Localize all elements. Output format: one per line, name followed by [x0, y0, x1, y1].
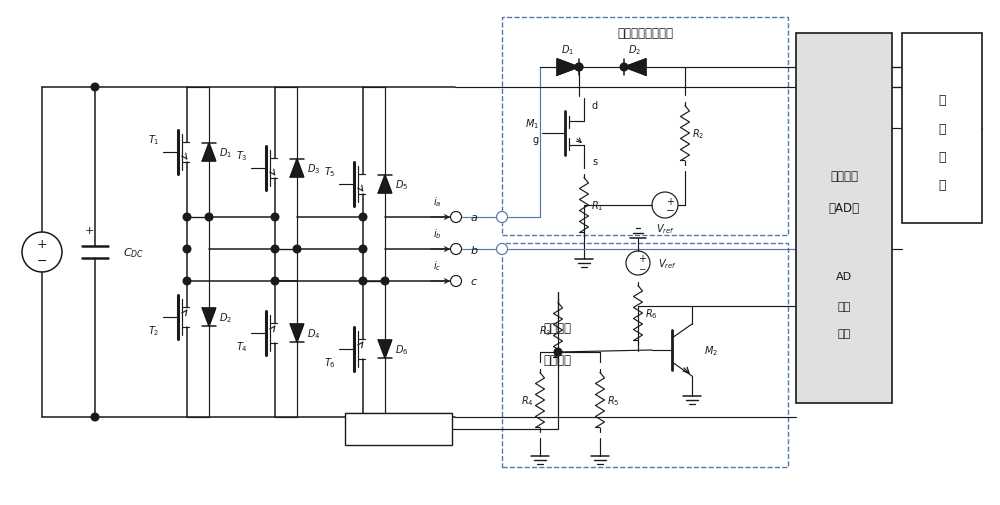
- Text: $D_3$: $D_3$: [307, 162, 320, 176]
- Text: +: +: [84, 226, 94, 235]
- Text: 模数转换: 模数转换: [830, 170, 858, 183]
- Text: +: +: [37, 238, 47, 251]
- Text: s: s: [592, 157, 597, 167]
- Circle shape: [271, 214, 279, 221]
- Text: $D_2$: $D_2$: [219, 311, 232, 324]
- Circle shape: [554, 348, 562, 356]
- Text: $a$: $a$: [470, 213, 478, 223]
- Polygon shape: [290, 324, 304, 342]
- Circle shape: [450, 212, 462, 223]
- Text: （AD）: （AD）: [828, 202, 860, 215]
- Text: $R_1$: $R_1$: [591, 198, 603, 213]
- Text: 电: 电: [938, 150, 946, 163]
- Text: $T_6$: $T_6$: [324, 356, 336, 369]
- Text: d: d: [592, 101, 598, 111]
- FancyBboxPatch shape: [502, 18, 788, 235]
- Circle shape: [205, 214, 213, 221]
- Text: 压: 压: [938, 178, 946, 191]
- Circle shape: [91, 84, 99, 91]
- Polygon shape: [202, 309, 216, 326]
- Text: 电流过零: 电流过零: [543, 321, 571, 334]
- Circle shape: [91, 414, 99, 421]
- Text: $i_c$: $i_c$: [433, 259, 441, 273]
- Circle shape: [575, 64, 583, 72]
- Circle shape: [496, 244, 508, 255]
- Text: +: +: [666, 196, 674, 207]
- Text: 电流传感器: 电流传感器: [382, 424, 415, 434]
- Text: 膝: 膝: [938, 94, 946, 107]
- Text: −: −: [638, 264, 646, 273]
- Circle shape: [271, 246, 279, 254]
- Text: $D_2$: $D_2$: [628, 43, 642, 57]
- Text: $R_6$: $R_6$: [645, 307, 657, 320]
- Text: $R_3$: $R_3$: [539, 324, 551, 337]
- Text: $T_1$: $T_1$: [148, 133, 160, 146]
- Polygon shape: [557, 60, 579, 76]
- Polygon shape: [624, 60, 646, 76]
- Text: 触发: 触发: [837, 328, 851, 338]
- Text: 使能: 使能: [837, 301, 851, 312]
- Polygon shape: [202, 144, 216, 162]
- Text: $M_2$: $M_2$: [704, 343, 718, 357]
- Polygon shape: [290, 160, 304, 178]
- Circle shape: [183, 214, 191, 221]
- Text: $R_5$: $R_5$: [607, 393, 619, 407]
- FancyBboxPatch shape: [902, 34, 982, 224]
- Circle shape: [450, 276, 462, 287]
- Text: $V_{ref}$: $V_{ref}$: [656, 222, 674, 235]
- Text: 导通压降测量电路: 导通压降测量电路: [617, 26, 673, 39]
- Text: $T_2$: $T_2$: [148, 324, 160, 337]
- Circle shape: [496, 212, 508, 223]
- Text: $c$: $c$: [470, 276, 478, 286]
- Text: g: g: [533, 135, 539, 145]
- Text: $D_1$: $D_1$: [219, 146, 232, 160]
- Circle shape: [575, 64, 583, 72]
- Text: $V_{ref}$: $V_{ref}$: [658, 257, 677, 270]
- Circle shape: [620, 64, 628, 72]
- Text: $M_1$: $M_1$: [525, 117, 539, 131]
- Text: $T_4$: $T_4$: [236, 340, 248, 353]
- Text: 盖: 盖: [938, 122, 946, 135]
- Circle shape: [450, 244, 462, 255]
- Text: $C_{DC}$: $C_{DC}$: [123, 245, 144, 260]
- Circle shape: [359, 278, 367, 285]
- Text: $R_4$: $R_4$: [521, 393, 533, 407]
- Circle shape: [271, 278, 279, 285]
- Text: $D_5$: $D_5$: [395, 178, 408, 191]
- Text: $D_1$: $D_1$: [561, 43, 575, 57]
- Text: $D_6$: $D_6$: [395, 342, 408, 356]
- Text: −: −: [37, 254, 47, 267]
- FancyBboxPatch shape: [796, 34, 892, 403]
- Circle shape: [359, 214, 367, 221]
- FancyBboxPatch shape: [502, 243, 788, 467]
- Circle shape: [183, 278, 191, 285]
- Text: $T_3$: $T_3$: [236, 148, 248, 163]
- Text: AD: AD: [836, 272, 852, 281]
- Polygon shape: [378, 176, 392, 193]
- Text: 检测电路: 检测电路: [543, 354, 571, 367]
- Text: $R_2$: $R_2$: [692, 127, 704, 140]
- Circle shape: [359, 246, 367, 254]
- Text: $b$: $b$: [470, 243, 479, 256]
- Circle shape: [381, 278, 389, 285]
- Text: +: +: [638, 254, 646, 264]
- Circle shape: [183, 246, 191, 254]
- Text: −: −: [666, 206, 674, 216]
- Polygon shape: [378, 340, 392, 358]
- Text: $T_5$: $T_5$: [324, 165, 336, 178]
- Text: $i_a$: $i_a$: [433, 195, 441, 209]
- Text: $i_b$: $i_b$: [433, 227, 442, 240]
- FancyBboxPatch shape: [345, 413, 452, 445]
- Text: $D_4$: $D_4$: [307, 326, 320, 340]
- Circle shape: [293, 246, 301, 254]
